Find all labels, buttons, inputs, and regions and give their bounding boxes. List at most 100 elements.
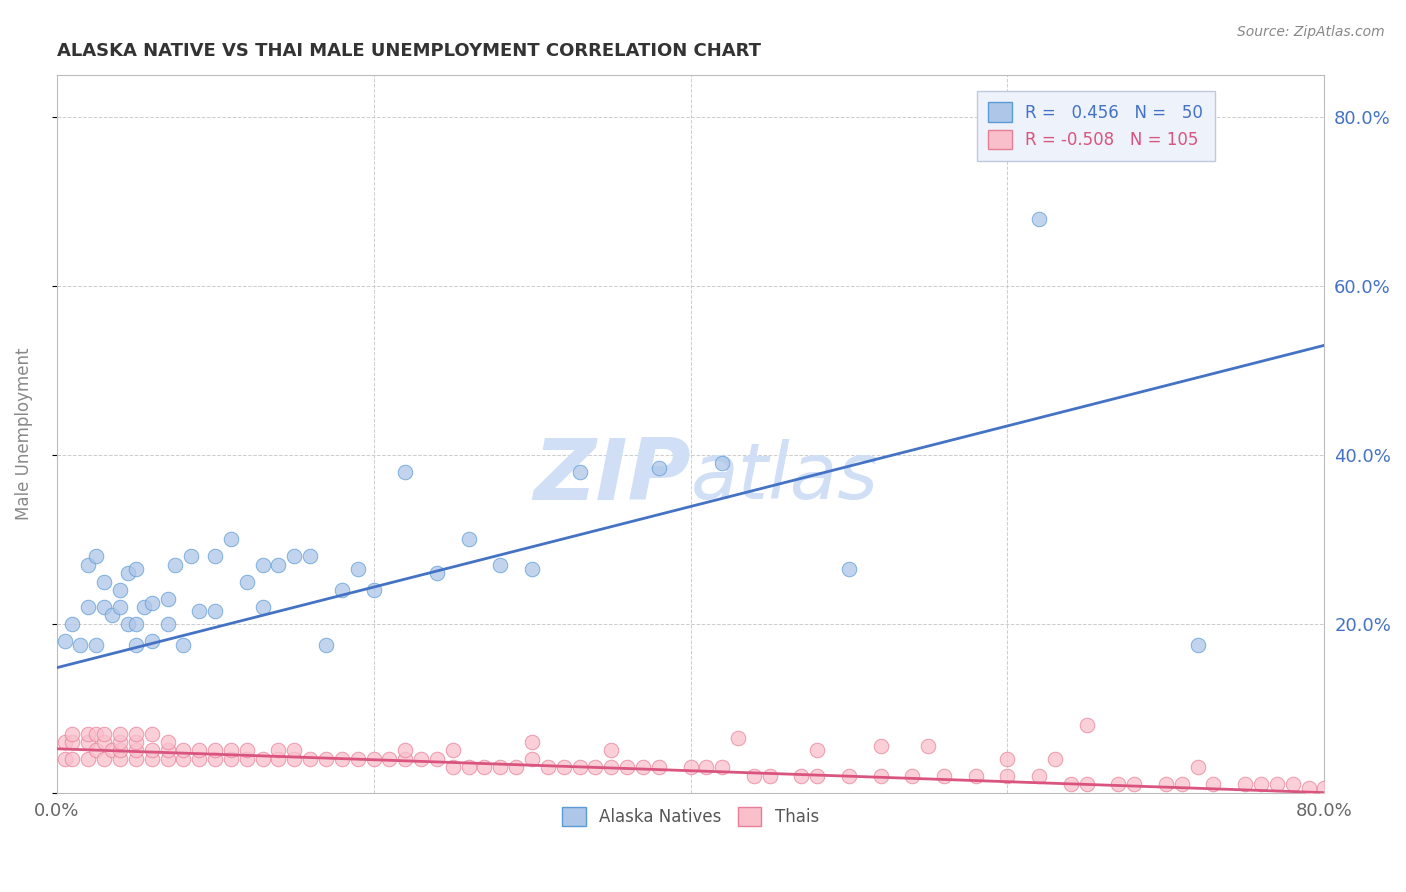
- Point: [156, 616, 179, 631]
- Point: [283, 549, 305, 564]
- Point: [53, 633, 76, 648]
- Y-axis label: Male Unemployment: Male Unemployment: [15, 348, 32, 520]
- Point: [790, 769, 813, 783]
- Text: ALASKA NATIVE VS THAI MALE UNEMPLOYMENT CORRELATION CHART: ALASKA NATIVE VS THAI MALE UNEMPLOYMENT …: [56, 42, 761, 60]
- Point: [520, 562, 543, 576]
- Point: [267, 743, 290, 757]
- Point: [84, 549, 107, 564]
- Point: [583, 760, 606, 774]
- Point: [267, 558, 290, 572]
- Point: [101, 743, 124, 757]
- Point: [616, 760, 638, 774]
- Point: [315, 638, 337, 652]
- Point: [997, 769, 1019, 783]
- Point: [600, 743, 623, 757]
- Point: [204, 752, 226, 766]
- Point: [457, 760, 479, 774]
- Point: [1028, 769, 1050, 783]
- Point: [156, 743, 179, 757]
- Point: [165, 558, 187, 572]
- Point: [117, 616, 139, 631]
- Point: [457, 533, 479, 547]
- Point: [125, 638, 148, 652]
- Point: [315, 752, 337, 766]
- Point: [363, 752, 385, 766]
- Point: [219, 743, 242, 757]
- Point: [77, 752, 100, 766]
- Point: [108, 752, 131, 766]
- Point: [180, 549, 202, 564]
- Point: [125, 752, 148, 766]
- Text: atlas: atlas: [690, 439, 879, 515]
- Point: [1298, 781, 1320, 796]
- Point: [108, 583, 131, 598]
- Point: [727, 731, 749, 745]
- Point: [62, 735, 84, 749]
- Point: [426, 566, 449, 581]
- Point: [132, 599, 155, 614]
- Point: [806, 769, 828, 783]
- Point: [758, 769, 780, 783]
- Point: [1107, 777, 1129, 791]
- Text: Source: ZipAtlas.com: Source: ZipAtlas.com: [1237, 25, 1385, 39]
- Point: [125, 735, 148, 749]
- Point: [141, 596, 163, 610]
- Point: [568, 465, 591, 479]
- Point: [869, 769, 891, 783]
- Point: [1060, 777, 1083, 791]
- Point: [69, 638, 91, 652]
- Point: [695, 760, 717, 774]
- Point: [141, 726, 163, 740]
- Point: [363, 583, 385, 598]
- Point: [330, 583, 353, 598]
- Point: [965, 769, 987, 783]
- Point: [869, 739, 891, 754]
- Point: [62, 752, 84, 766]
- Point: [711, 457, 734, 471]
- Point: [77, 558, 100, 572]
- Point: [537, 760, 560, 774]
- Point: [188, 743, 211, 757]
- Point: [1187, 638, 1209, 652]
- Point: [117, 566, 139, 581]
- Point: [188, 604, 211, 618]
- Point: [219, 752, 242, 766]
- Point: [108, 743, 131, 757]
- Point: [84, 726, 107, 740]
- Point: [600, 760, 623, 774]
- Text: ZIP: ZIP: [533, 435, 690, 518]
- Point: [394, 752, 416, 766]
- Point: [283, 743, 305, 757]
- Point: [1234, 777, 1257, 791]
- Point: [84, 638, 107, 652]
- Point: [141, 633, 163, 648]
- Point: [505, 760, 527, 774]
- Point: [141, 752, 163, 766]
- Point: [330, 752, 353, 766]
- Point: [742, 769, 765, 783]
- Point: [125, 562, 148, 576]
- Point: [84, 743, 107, 757]
- Point: [93, 574, 115, 589]
- Point: [93, 726, 115, 740]
- Point: [838, 769, 860, 783]
- Point: [62, 616, 84, 631]
- Point: [108, 726, 131, 740]
- Point: [1313, 781, 1336, 796]
- Point: [648, 760, 671, 774]
- Point: [648, 460, 671, 475]
- Point: [108, 735, 131, 749]
- Point: [1043, 752, 1066, 766]
- Point: [631, 760, 654, 774]
- Point: [125, 726, 148, 740]
- Point: [1076, 777, 1098, 791]
- Point: [426, 752, 449, 766]
- Point: [125, 616, 148, 631]
- Point: [204, 743, 226, 757]
- Point: [489, 558, 512, 572]
- Point: [1265, 777, 1288, 791]
- Point: [252, 752, 274, 766]
- Point: [156, 735, 179, 749]
- Point: [172, 743, 194, 757]
- Point: [553, 760, 575, 774]
